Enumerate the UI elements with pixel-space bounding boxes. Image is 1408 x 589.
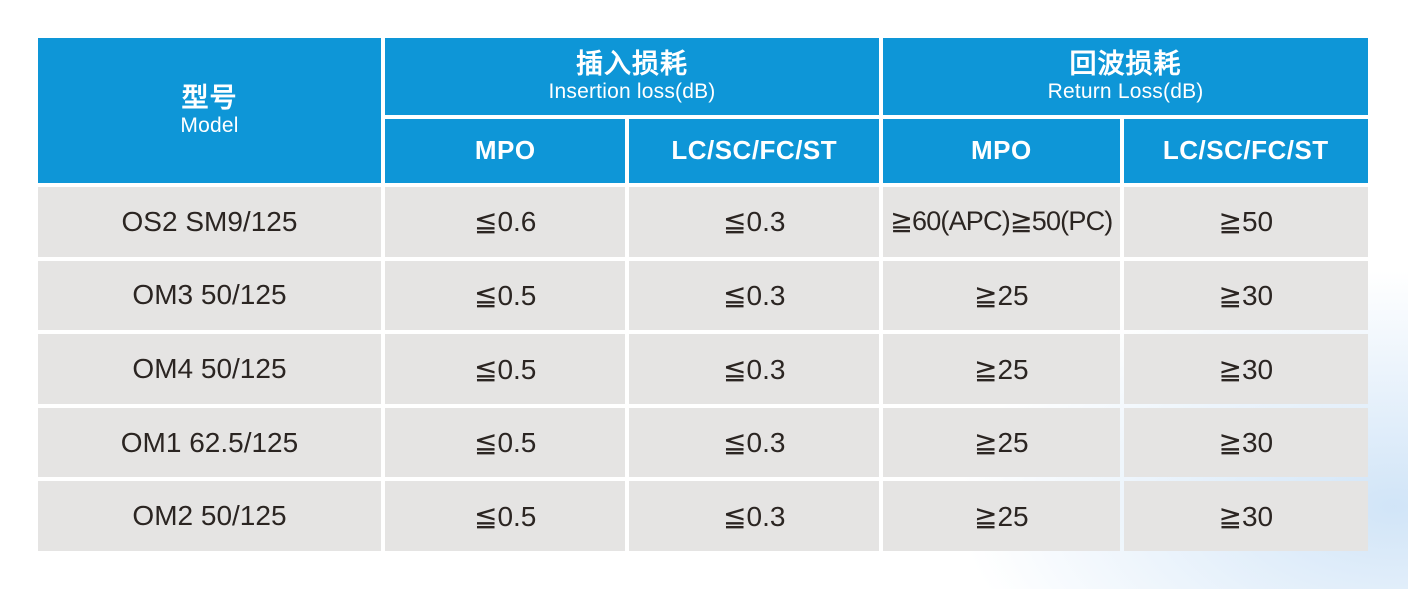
model-header-en: Model	[180, 114, 239, 138]
subheader-label: MPO	[474, 135, 536, 166]
subheader-label: MPO	[970, 135, 1032, 166]
insertion-loss-en: Insertion loss(dB)	[548, 79, 716, 103]
return-mpo-cell: ≧25	[883, 481, 1120, 551]
subheader-label: LC/SC/FC/ST	[671, 135, 838, 166]
model-cell: OM2 50/125	[38, 481, 381, 551]
return-mpo-cell: ≧25	[883, 334, 1120, 404]
return-loss-en: Return Loss(dB)	[1047, 79, 1204, 103]
subheader-return-lc-sc-fc-st: LC/SC/FC/ST	[1123, 118, 1368, 184]
return-mpo-cell: ≧25	[883, 407, 1120, 478]
insertion-mpo-cell: ≦0.5	[384, 407, 626, 478]
header-group-row: 型号 Model 插入损耗 Insertion loss(dB) 回波损耗 Re…	[38, 38, 1368, 184]
group-header-insertion-loss: 插入损耗 Insertion loss(dB)	[384, 38, 880, 115]
table-row-os2: OS2 SM9/125 ≦0.6 ≦0.3 ≧60(APC)≧50(PC) ≧5…	[38, 187, 1368, 257]
insertion-lc-cell: ≦0.3	[629, 334, 880, 404]
insertion-mpo-cell: ≦0.5	[384, 260, 626, 331]
insertion-lc-cell: ≦0.3	[629, 407, 880, 478]
return-lc-cell: ≧30	[1123, 334, 1368, 404]
subheader-insertion-mpo: MPO	[384, 118, 626, 184]
model-cell: OS2 SM9/125	[38, 187, 381, 257]
model-cell: OM4 50/125	[38, 334, 381, 404]
return-lc-cell: ≧30	[1123, 407, 1368, 478]
return-loss-zh: 回波损耗	[1069, 48, 1182, 79]
table-row-om2: OM2 50/125 ≦0.5 ≦0.3 ≧25 ≧30	[38, 481, 1368, 551]
return-lc-cell: ≧50	[1123, 187, 1368, 257]
subheader-insertion-lc-sc-fc-st: LC/SC/FC/ST	[629, 118, 880, 184]
return-lc-cell: ≧30	[1123, 260, 1368, 331]
return-lc-cell: ≧30	[1123, 481, 1368, 551]
col-header-model: 型号 Model	[38, 38, 381, 184]
insertion-mpo-cell: ≦0.5	[384, 334, 626, 404]
insertion-lc-cell: ≦0.3	[629, 481, 880, 551]
insertion-lc-cell: ≦0.3	[629, 260, 880, 331]
table-row-om4: OM4 50/125 ≦0.5 ≦0.3 ≧25 ≧30	[38, 334, 1368, 404]
insertion-lc-cell: ≦0.3	[629, 187, 880, 257]
table-row-om3: OM3 50/125 ≦0.5 ≦0.3 ≧25 ≧30	[38, 260, 1368, 331]
table-row-om1: OM1 62.5/125 ≦0.5 ≦0.3 ≧25 ≧30	[38, 407, 1368, 478]
insertion-mpo-cell: ≦0.5	[384, 481, 626, 551]
model-header-zh: 型号	[181, 82, 238, 113]
header-sub-row: MPO LC/SC/FC/ST MPO LC/SC/FC/ST	[38, 118, 1368, 184]
subheader-return-mpo: MPO	[883, 118, 1120, 184]
group-header-return-loss: 回波损耗 Return Loss(dB)	[883, 38, 1368, 115]
insertion-loss-zh: 插入损耗	[576, 48, 688, 79]
model-cell: OM1 62.5/125	[38, 407, 381, 478]
model-cell: OM3 50/125	[38, 260, 381, 331]
subheader-label: LC/SC/FC/ST	[1162, 135, 1329, 166]
return-mpo-cell: ≧25	[883, 260, 1120, 331]
insertion-mpo-cell: ≦0.6	[384, 187, 626, 257]
fiber-spec-table: 型号 Model 插入损耗 Insertion loss(dB) 回波损耗 Re…	[34, 34, 1372, 555]
return-mpo-cell: ≧60(APC)≧50(PC)	[883, 187, 1120, 257]
